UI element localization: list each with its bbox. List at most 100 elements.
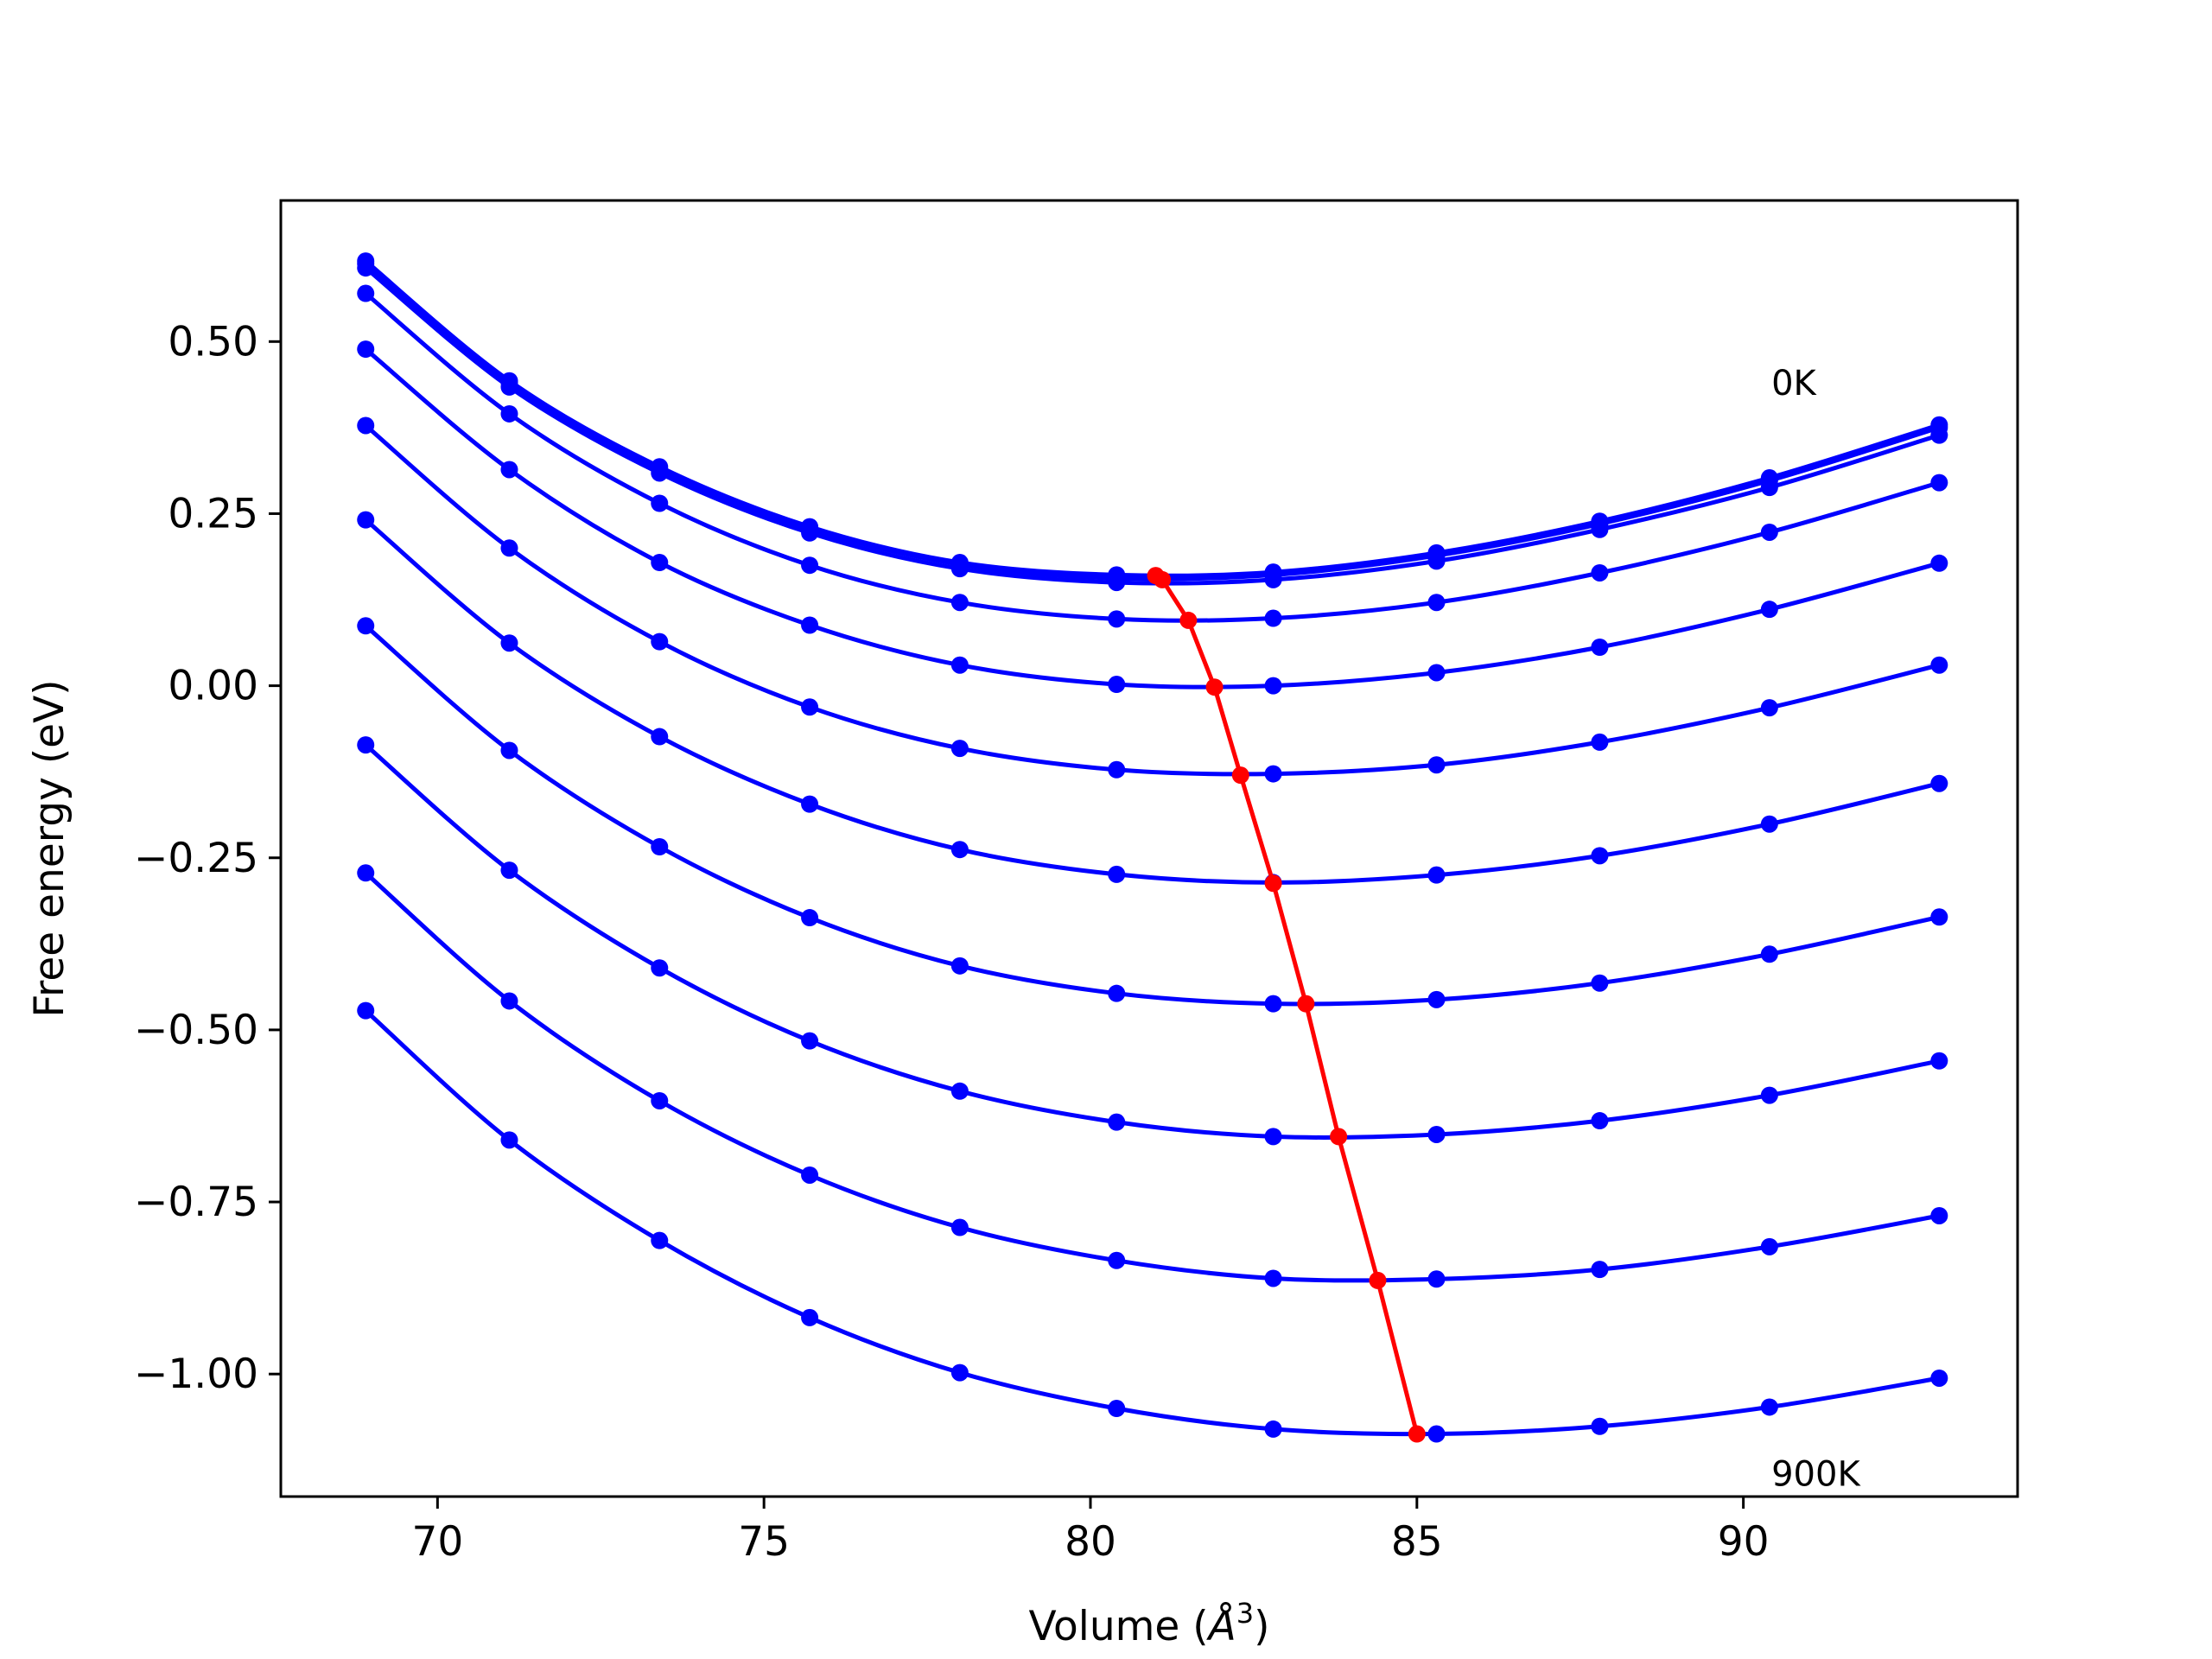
- series-5-point-7: [1427, 756, 1446, 774]
- series-5-point-3: [801, 698, 819, 716]
- y-tick-label-4: −0.50: [134, 1007, 258, 1054]
- series-3-point-10: [1930, 474, 1948, 492]
- minimum-point-7: [1330, 1128, 1348, 1146]
- series-10-point-6: [1264, 1420, 1282, 1438]
- series-6-point-9: [1760, 815, 1778, 833]
- series-6-point-4: [950, 841, 969, 859]
- series-9-point-4: [950, 1218, 969, 1236]
- series-8-point-9: [1760, 1086, 1778, 1104]
- series-2-point-0: [357, 259, 375, 277]
- y-tick-label-3: −0.25: [134, 835, 258, 882]
- series-4-point-3: [801, 616, 819, 634]
- minimum-point-5: [1264, 874, 1282, 893]
- series-line-8: [364, 743, 1940, 1141]
- series-3-point-9: [1760, 523, 1778, 541]
- minimum-point-1: [1154, 570, 1172, 588]
- series-9-point-3: [801, 1166, 819, 1184]
- series-2-point-5: [1108, 574, 1126, 592]
- series-5-point-9: [1760, 699, 1778, 717]
- minimum-point-4: [1231, 766, 1249, 785]
- series-9-point-7: [1427, 1270, 1446, 1288]
- series-8-point-4: [950, 1082, 969, 1100]
- series-9-point-6: [1264, 1269, 1282, 1287]
- series-7-point-3: [801, 909, 819, 927]
- y-axis-label: Free energy (eV): [26, 679, 73, 1017]
- series-6-point-0: [357, 511, 375, 529]
- x-tick-label-2: 80: [1065, 1518, 1116, 1566]
- y-tick-label-1: 0.25: [168, 490, 258, 537]
- series-6-point-1: [500, 634, 518, 652]
- series-5-point-6: [1264, 765, 1282, 783]
- x-tick-label-3: 85: [1391, 1518, 1443, 1566]
- x-axis-label: Volume (Å3): [1029, 1597, 1270, 1650]
- series-3-point-6: [1264, 609, 1282, 627]
- x-tick-label-0: 70: [411, 1518, 463, 1566]
- series-5-point-1: [500, 539, 518, 557]
- series-6-point-10: [1930, 774, 1948, 792]
- series-7-point-1: [500, 741, 518, 760]
- series-7-point-10: [1930, 908, 1948, 926]
- series-8-point-8: [1591, 1112, 1609, 1130]
- series-10-point-7: [1427, 1425, 1446, 1443]
- series-7-point-7: [1427, 990, 1446, 1008]
- series-6-point-7: [1427, 866, 1446, 884]
- series-8-point-10: [1930, 1052, 1948, 1070]
- series-8-point-5: [1108, 1113, 1126, 1131]
- minimum-line-layer: [1147, 567, 1426, 1443]
- plot-frame: [279, 199, 2019, 1498]
- series-8-point-0: [357, 736, 375, 754]
- series-9-point-0: [357, 864, 375, 882]
- series-8-point-7: [1427, 1125, 1446, 1143]
- series-10-point-10: [1930, 1369, 1948, 1387]
- x-tick-label-4: 90: [1718, 1518, 1770, 1566]
- series-3-point-8: [1591, 563, 1609, 582]
- series-8-point-1: [500, 861, 518, 880]
- series-2-point-8: [1591, 520, 1609, 538]
- series-4-point-8: [1591, 638, 1609, 656]
- series-10-point-5: [1108, 1400, 1126, 1418]
- series-10-point-4: [950, 1363, 969, 1382]
- series-9-point-2: [651, 1091, 669, 1109]
- annotation-1: 900K: [1771, 1455, 1861, 1495]
- series-9-point-9: [1760, 1237, 1778, 1255]
- y-tick-label-0: 0.50: [168, 318, 258, 365]
- series-3-point-4: [950, 594, 969, 612]
- series-9-point-1: [500, 992, 518, 1010]
- series-4-point-1: [500, 461, 518, 479]
- series-line-4: [364, 347, 1940, 690]
- y-tick-label-2: 0.00: [168, 663, 258, 710]
- series-3-point-7: [1427, 594, 1446, 612]
- series-7-point-2: [651, 838, 669, 856]
- minimum-point-9: [1408, 1425, 1426, 1443]
- series-4-point-7: [1427, 664, 1446, 682]
- series-9-point-10: [1930, 1206, 1948, 1224]
- series-7-point-8: [1591, 974, 1609, 992]
- series-10-point-8: [1591, 1417, 1609, 1435]
- series-5-point-5: [1108, 760, 1126, 779]
- series-4-point-4: [950, 656, 969, 674]
- series-5-point-4: [950, 740, 969, 758]
- x-axis-label-unit: Å: [1206, 1603, 1236, 1650]
- series-10-point-1: [500, 1131, 518, 1149]
- series-5-point-2: [651, 632, 669, 651]
- series-6-point-8: [1591, 847, 1609, 865]
- series-5-point-8: [1591, 733, 1609, 751]
- series-5-point-10: [1930, 656, 1948, 674]
- x-tick-label-1: 75: [738, 1518, 790, 1566]
- series-8-point-3: [801, 1032, 819, 1050]
- series-10-point-2: [651, 1231, 669, 1249]
- series-4-point-0: [357, 340, 375, 359]
- series-8-point-6: [1264, 1128, 1282, 1146]
- series-4-point-2: [651, 554, 669, 572]
- series-2-point-2: [651, 464, 669, 482]
- series-line-5: [364, 423, 1940, 777]
- series-2-point-7: [1427, 552, 1446, 570]
- minimum-point-6: [1297, 995, 1315, 1013]
- series-6-point-2: [651, 728, 669, 746]
- series-9-point-8: [1591, 1261, 1609, 1279]
- series-4-point-9: [1760, 601, 1778, 619]
- y-axis-ticks: 0.50 0.25 0.00 −0.25 −0.50 −0.75 −1.00: [134, 318, 281, 1398]
- series-3-point-1: [500, 404, 518, 423]
- series-7-point-5: [1108, 984, 1126, 1002]
